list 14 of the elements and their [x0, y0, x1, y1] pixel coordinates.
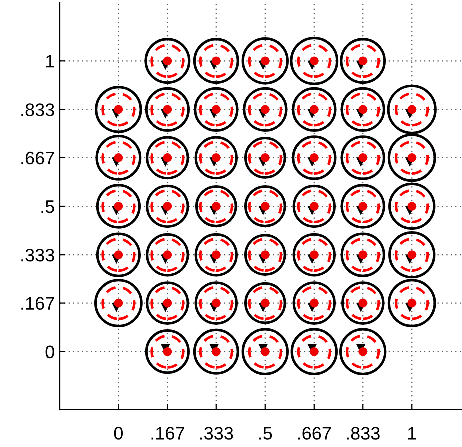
x-tick-label: .333	[200, 427, 234, 440]
x-tick-label: .667	[298, 427, 332, 440]
x-tick-label: 1	[408, 427, 416, 440]
y-tick-label: .333	[22, 248, 54, 262]
y-tick-label: .833	[22, 104, 54, 116]
x-tick-label: .5	[260, 427, 272, 440]
x-tick-label: .833	[347, 427, 380, 440]
y-tick-label: 0	[46, 346, 54, 359]
y-tick-label: .167	[22, 297, 54, 310]
y-tick-label: .5	[42, 200, 54, 214]
x-tick-label: .167	[152, 427, 184, 440]
y-tick-label: .667	[22, 152, 54, 165]
x-tick-label: 0	[114, 427, 123, 440]
y-tick-label: 1	[46, 55, 54, 68]
